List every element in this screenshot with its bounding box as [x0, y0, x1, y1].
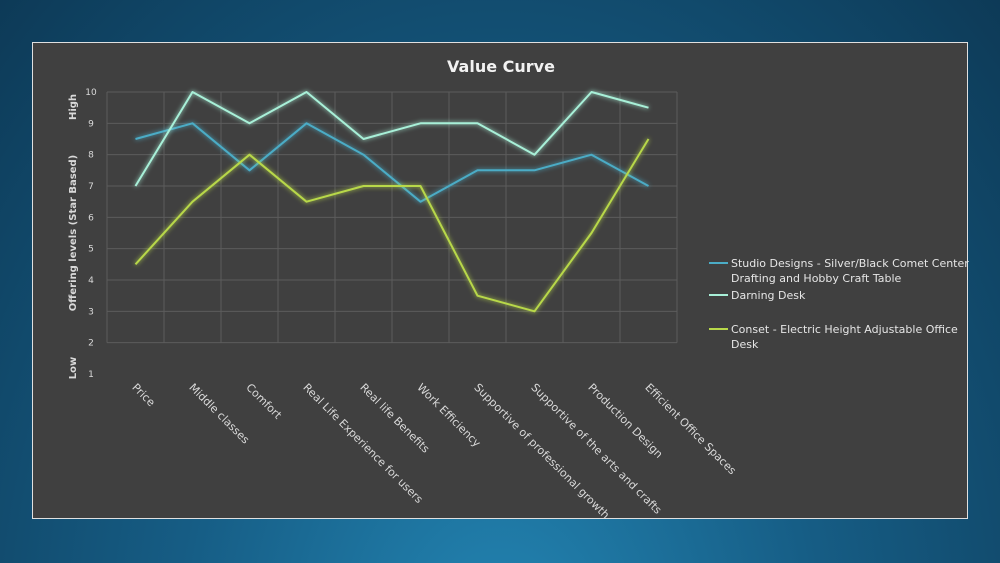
legend-label-3: Desk: [731, 338, 759, 351]
y-tick-label: 7: [88, 182, 94, 192]
y-axis-low-label: Low: [68, 357, 79, 379]
y-tick-label: 8: [88, 151, 94, 161]
legend-label-2: Darning Desk: [731, 289, 806, 302]
legend-label-1: Drafting and Hobby Craft Table: [731, 272, 902, 285]
x-category-label: Comfort: [243, 381, 284, 422]
x-category-label: Middle classes: [186, 381, 252, 447]
y-axis-title: Offering levels (Star Based): [68, 155, 79, 311]
value-curve-chart: Value Curve 1 2 3 4 5 6 7 8 9 10 High Offering le…: [68, 57, 969, 520]
y-tick-label: 1: [88, 370, 94, 380]
y-tick-label: 9: [88, 119, 94, 129]
legend-label-3: Conset - Electric Height Adjustable Offi…: [731, 323, 958, 336]
y-tick-label: 4: [88, 276, 94, 286]
legend-label-1: Studio Designs - Silver/Black Comet Cent…: [731, 257, 969, 270]
series-line-1: [135, 122, 649, 203]
y-tick-label: 2: [88, 339, 94, 349]
series-lines: [134, 91, 650, 313]
x-category-label: Real Life Experience for users: [300, 381, 425, 506]
y-axis-high-label: High: [68, 94, 79, 120]
series-line-3: [134, 138, 650, 313]
y-tick-labels: 1 2 3 4 5 6 7 8 9 10: [85, 88, 97, 380]
y-tick-label: 10: [85, 88, 97, 98]
x-category-label: Efficient Office Spaces: [642, 381, 738, 477]
y-tick-label: 5: [88, 245, 94, 255]
series-line-2: [134, 91, 649, 187]
chart-frame: Value Curve 1 2 3 4 5 6 7 8 9 10 High Offering le…: [32, 42, 969, 520]
y-tick-label: 6: [88, 213, 94, 223]
grid: [106, 91, 678, 344]
chart-title: Value Curve: [447, 57, 555, 76]
x-category-label: Price: [129, 381, 157, 409]
y-tick-label: 3: [88, 307, 94, 317]
legend: Studio Designs - Silver/Black Comet Cent…: [709, 257, 969, 351]
